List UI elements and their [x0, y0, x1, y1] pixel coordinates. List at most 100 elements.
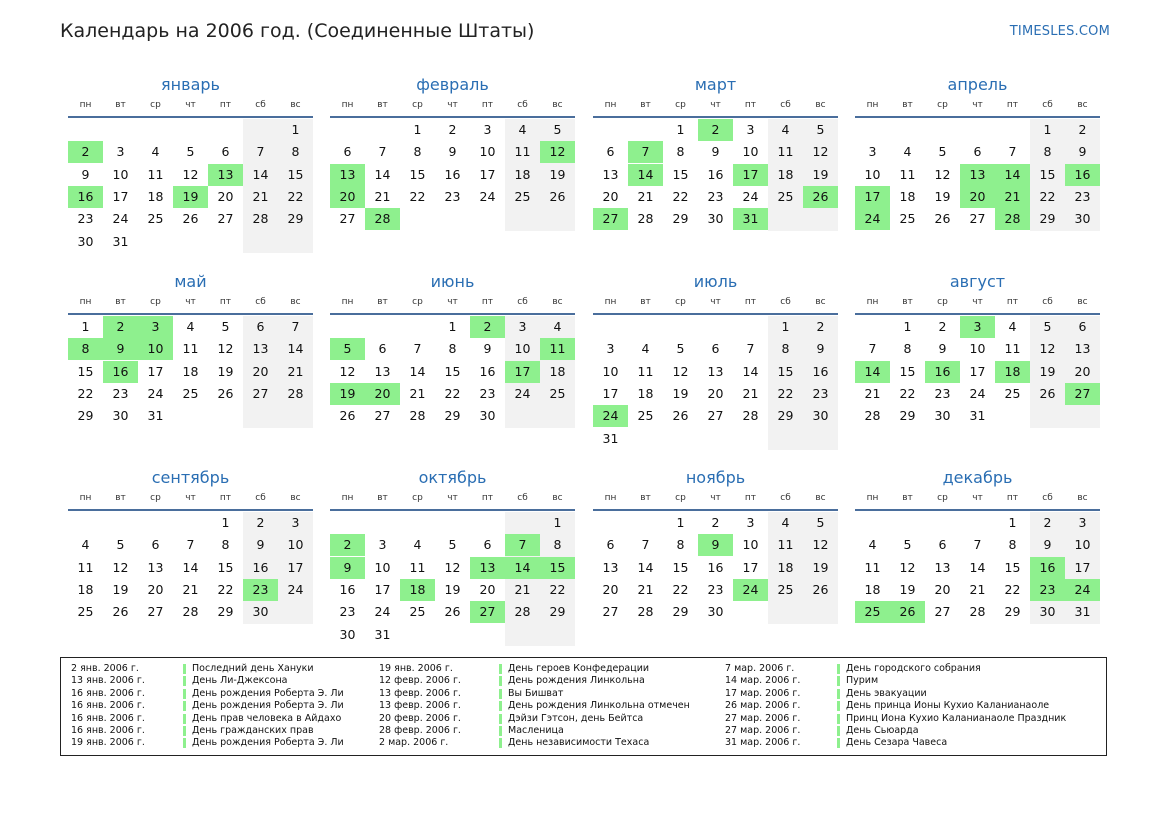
day-cell[interactable]: 8	[448, 341, 457, 357]
day-cell[interactable]: 21	[252, 188, 269, 204]
day-cell[interactable]: 30	[339, 626, 356, 642]
holiday-day-cell[interactable]: 5	[330, 338, 365, 361]
holiday-day-cell[interactable]: 16	[103, 360, 138, 383]
day-cell[interactable]: 16	[339, 581, 356, 597]
day-cell[interactable]: 8	[291, 144, 300, 160]
day-cell[interactable]: 12	[217, 341, 234, 357]
day-cell[interactable]: 28	[514, 604, 531, 620]
day-cell[interactable]: 30	[479, 408, 496, 424]
day-cell[interactable]: 6	[483, 537, 492, 553]
day-cell[interactable]: 22	[899, 385, 916, 401]
day-cell[interactable]: 21	[374, 188, 391, 204]
day-cell[interactable]: 1	[291, 122, 300, 137]
day-cell[interactable]: 24	[147, 385, 164, 401]
day-cell[interactable]: 6	[938, 537, 947, 553]
day-cell[interactable]: 10	[864, 166, 881, 182]
day-cell[interactable]: 4	[413, 537, 422, 553]
day-cell[interactable]: 17	[969, 363, 986, 379]
day-cell[interactable]: 6	[151, 537, 160, 553]
day-cell[interactable]: 18	[777, 559, 794, 575]
day-cell[interactable]: 20	[707, 385, 724, 401]
day-cell[interactable]: 10	[112, 166, 129, 182]
day-cell[interactable]: 14	[637, 559, 654, 575]
day-cell[interactable]: 1	[1008, 515, 1017, 530]
day-cell[interactable]: 12	[812, 144, 829, 160]
day-cell[interactable]: 23	[1074, 188, 1091, 204]
day-cell[interactable]: 4	[868, 537, 877, 553]
day-cell[interactable]: 29	[444, 408, 461, 424]
day-cell[interactable]: 5	[816, 515, 825, 530]
day-cell[interactable]: 21	[409, 385, 426, 401]
day-cell[interactable]: 17	[479, 166, 496, 182]
day-cell[interactable]: 25	[77, 604, 94, 620]
day-cell[interactable]: 30	[812, 408, 829, 424]
day-cell[interactable]: 24	[742, 188, 759, 204]
day-cell[interactable]: 11	[1004, 341, 1021, 357]
holiday-day-cell[interactable]: 26	[890, 601, 925, 624]
day-cell[interactable]: 6	[606, 537, 615, 553]
holiday-day-cell[interactable]: 24	[593, 405, 628, 428]
day-cell[interactable]: 8	[1043, 144, 1052, 160]
holiday-day-cell[interactable]: 9	[103, 338, 138, 361]
day-cell[interactable]: 14	[287, 341, 304, 357]
day-cell[interactable]: 28	[637, 604, 654, 620]
day-cell[interactable]: 26	[549, 188, 566, 204]
day-cell[interactable]: 7	[1008, 144, 1017, 160]
day-cell[interactable]: 11	[514, 144, 531, 160]
holiday-day-cell[interactable]: 17	[733, 163, 768, 186]
day-cell[interactable]: 14	[969, 559, 986, 575]
day-cell[interactable]: 30	[252, 604, 269, 620]
day-cell[interactable]: 5	[903, 537, 912, 553]
day-cell[interactable]: 10	[602, 363, 619, 379]
day-cell[interactable]: 23	[934, 385, 951, 401]
day-cell[interactable]: 24	[969, 385, 986, 401]
day-cell[interactable]: 4	[641, 341, 650, 357]
holiday-day-cell[interactable]: 18	[995, 360, 1030, 383]
day-cell[interactable]: 7	[641, 537, 650, 553]
day-cell[interactable]: 17	[602, 385, 619, 401]
day-cell[interactable]: 15	[217, 559, 234, 575]
day-cell[interactable]: 31	[969, 408, 986, 424]
day-cell[interactable]: 22	[1039, 188, 1056, 204]
day-cell[interactable]: 16	[252, 559, 269, 575]
day-cell[interactable]: 5	[816, 122, 825, 137]
day-cell[interactable]: 3	[378, 537, 387, 553]
holiday-day-cell[interactable]: 27	[470, 601, 505, 624]
day-cell[interactable]: 1	[676, 122, 685, 137]
holiday-day-cell[interactable]: 16	[68, 185, 103, 208]
day-cell[interactable]: 12	[112, 559, 129, 575]
day-cell[interactable]: 19	[934, 188, 951, 204]
day-cell[interactable]: 3	[868, 144, 877, 160]
day-cell[interactable]: 23	[444, 188, 461, 204]
day-cell[interactable]: 27	[934, 604, 951, 620]
day-cell[interactable]: 16	[812, 363, 829, 379]
day-cell[interactable]: 1	[221, 515, 230, 530]
day-cell[interactable]: 20	[602, 581, 619, 597]
day-cell[interactable]: 11	[637, 363, 654, 379]
day-cell[interactable]: 30	[934, 408, 951, 424]
day-cell[interactable]: 2	[448, 122, 457, 137]
day-cell[interactable]: 9	[81, 166, 90, 182]
day-cell[interactable]: 20	[602, 188, 619, 204]
day-cell[interactable]: 25	[514, 188, 531, 204]
day-cell[interactable]: 6	[343, 144, 352, 160]
day-cell[interactable]: 5	[553, 122, 562, 137]
day-cell[interactable]: 14	[182, 559, 199, 575]
day-cell[interactable]: 17	[374, 581, 391, 597]
day-cell[interactable]: 25	[409, 604, 426, 620]
day-cell[interactable]: 13	[602, 166, 619, 182]
day-cell[interactable]: 1	[413, 122, 422, 137]
day-cell[interactable]: 8	[1008, 537, 1017, 553]
day-cell[interactable]: 29	[549, 604, 566, 620]
day-cell[interactable]: 8	[781, 341, 790, 357]
day-cell[interactable]: 21	[969, 581, 986, 597]
day-cell[interactable]: 5	[116, 537, 125, 553]
day-cell[interactable]: 30	[1074, 211, 1091, 227]
day-cell[interactable]: 25	[637, 408, 654, 424]
holiday-day-cell[interactable]: 17	[855, 185, 890, 208]
day-cell[interactable]: 19	[1039, 363, 1056, 379]
day-cell[interactable]: 31	[374, 626, 391, 642]
day-cell[interactable]: 16	[444, 166, 461, 182]
day-cell[interactable]: 29	[777, 408, 794, 424]
day-cell[interactable]: 6	[256, 319, 265, 334]
